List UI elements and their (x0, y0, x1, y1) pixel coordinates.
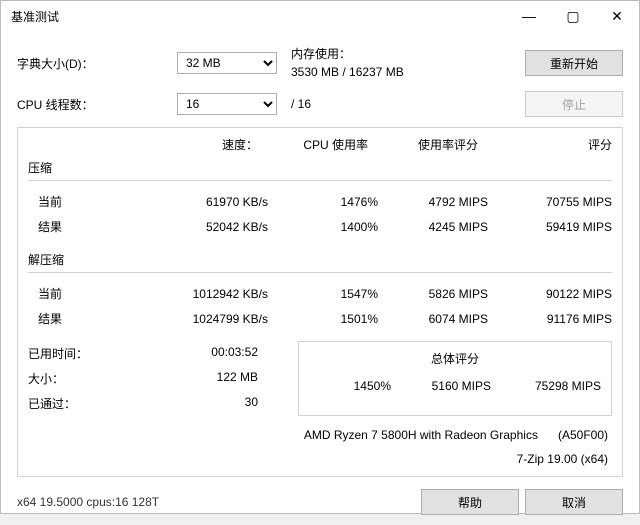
cell-rating: 91176 MIPS (488, 312, 612, 326)
header-speed: 速度： (108, 136, 258, 153)
row-label: 当前 (38, 193, 118, 210)
cancel-button[interactable]: 取消 (525, 489, 623, 515)
threads-select[interactable]: 16 (177, 93, 277, 115)
memory-value: 3530 MB / 16237 MB (291, 63, 519, 81)
elapsed-value: 00:03:52 (148, 345, 298, 362)
divider (28, 272, 612, 273)
compress-label: 压缩 (28, 159, 612, 176)
overall-row: 1450% 5160 MIPS 75298 MIPS (309, 375, 601, 397)
cell-speed: 1012942 KB/s (118, 287, 268, 301)
window-title: 基准测试 (11, 8, 507, 25)
titlebar: 基准测试 — ▢ ✕ (1, 1, 639, 31)
passes-value: 30 (148, 395, 298, 412)
size-value: 122 MB (148, 370, 298, 387)
benchmark-window: 基准测试 — ▢ ✕ 字典大小(D)： 32 MB 内存使用： 3530 MB … (0, 0, 640, 514)
cell-cpu: 1501% (268, 312, 378, 326)
row-label: 结果 (38, 218, 118, 235)
overall-rating: 75298 MIPS (491, 379, 601, 393)
passes-row: 已通过： 30 (28, 391, 298, 416)
cpu-info: AMD Ryzen 7 5800H with Radeon Graphics (… (28, 428, 612, 442)
cpu-code: (A50F00) (558, 428, 608, 442)
threads-label: CPU 线程数： (17, 96, 177, 113)
cell-rating: 70755 MIPS (488, 195, 612, 209)
elapsed-row: 已用时间： 00:03:52 (28, 341, 298, 366)
dictionary-row: 字典大小(D)： 32 MB 内存使用： 3530 MB / 16237 MB … (17, 45, 623, 81)
header-cpu-usage: CPU 使用率 (258, 136, 368, 153)
cell-cpu: 1547% (268, 287, 378, 301)
row-label: 当前 (38, 285, 118, 302)
threads-row: CPU 线程数： 16 / 16 停止 (17, 91, 623, 117)
app-version: 7-Zip 19.00 (x64) (28, 452, 612, 466)
dictionary-label: 字典大小(D)： (17, 55, 177, 72)
compress-result-row: 结果 52042 KB/s 1400% 4245 MIPS 59419 MIPS (28, 214, 612, 239)
cell-speed: 1024799 KB/s (118, 312, 268, 326)
memory-usage: 内存使用： 3530 MB / 16237 MB (291, 45, 519, 81)
cell-cpu: 1476% (268, 195, 378, 209)
results-panel: 速度： CPU 使用率 使用率评分 评分 压缩 当前 61970 KB/s 14… (17, 127, 623, 477)
header-usage-rating: 使用率评分 (368, 136, 478, 153)
elapsed-label: 已用时间： (28, 345, 148, 362)
minimize-button[interactable]: — (507, 1, 551, 31)
bottom-left: 已用时间： 00:03:52 大小： 122 MB 已通过： 30 (28, 341, 298, 416)
cpu-name: AMD Ryzen 7 5800H with Radeon Graphics (304, 428, 538, 442)
threads-max: / 16 (291, 95, 519, 113)
size-label: 大小： (28, 370, 148, 387)
results-header: 速度： CPU 使用率 使用率评分 评分 (28, 136, 612, 153)
help-button[interactable]: 帮助 (421, 489, 519, 515)
size-row: 大小： 122 MB (28, 366, 298, 391)
decompress-result-row: 结果 1024799 KB/s 1501% 6074 MIPS 91176 MI… (28, 306, 612, 331)
content-area: 字典大小(D)： 32 MB 内存使用： 3530 MB / 16237 MB … (1, 31, 639, 525)
decompress-label: 解压缩 (28, 251, 612, 268)
overall-rating-box: 总体评分 1450% 5160 MIPS 75298 MIPS (298, 341, 612, 416)
system-line: x64 19.5000 cpus:16 128T (17, 495, 415, 509)
overall-usage-rating: 5160 MIPS (391, 379, 491, 393)
dictionary-select[interactable]: 32 MB (177, 52, 277, 74)
row-label: 结果 (38, 310, 118, 327)
compress-current-row: 当前 61970 KB/s 1476% 4792 MIPS 70755 MIPS (28, 189, 612, 214)
header-rating: 评分 (478, 136, 612, 153)
stop-button[interactable]: 停止 (525, 91, 623, 117)
cell-rating: 90122 MIPS (488, 287, 612, 301)
memory-label: 内存使用： (291, 45, 519, 63)
cell-usage-rating: 4792 MIPS (378, 195, 488, 209)
cell-usage-rating: 4245 MIPS (378, 220, 488, 234)
overall-label: 总体评分 (309, 350, 601, 367)
cell-usage-rating: 6074 MIPS (378, 312, 488, 326)
cell-rating: 59419 MIPS (488, 220, 612, 234)
cell-cpu: 1400% (268, 220, 378, 234)
restart-button[interactable]: 重新开始 (525, 50, 623, 76)
cell-speed: 61970 KB/s (118, 195, 268, 209)
cell-speed: 52042 KB/s (118, 220, 268, 234)
footer: x64 19.5000 cpus:16 128T 帮助 取消 (17, 489, 623, 515)
close-button[interactable]: ✕ (595, 1, 639, 31)
divider (28, 180, 612, 181)
overall-cpu: 1450% (309, 379, 391, 393)
passes-label: 已通过： (28, 395, 148, 412)
maximize-button[interactable]: ▢ (551, 1, 595, 31)
bottom-section: 已用时间： 00:03:52 大小： 122 MB 已通过： 30 总体评分 (28, 341, 612, 416)
cell-usage-rating: 5826 MIPS (378, 287, 488, 301)
decompress-current-row: 当前 1012942 KB/s 1547% 5826 MIPS 90122 MI… (28, 281, 612, 306)
